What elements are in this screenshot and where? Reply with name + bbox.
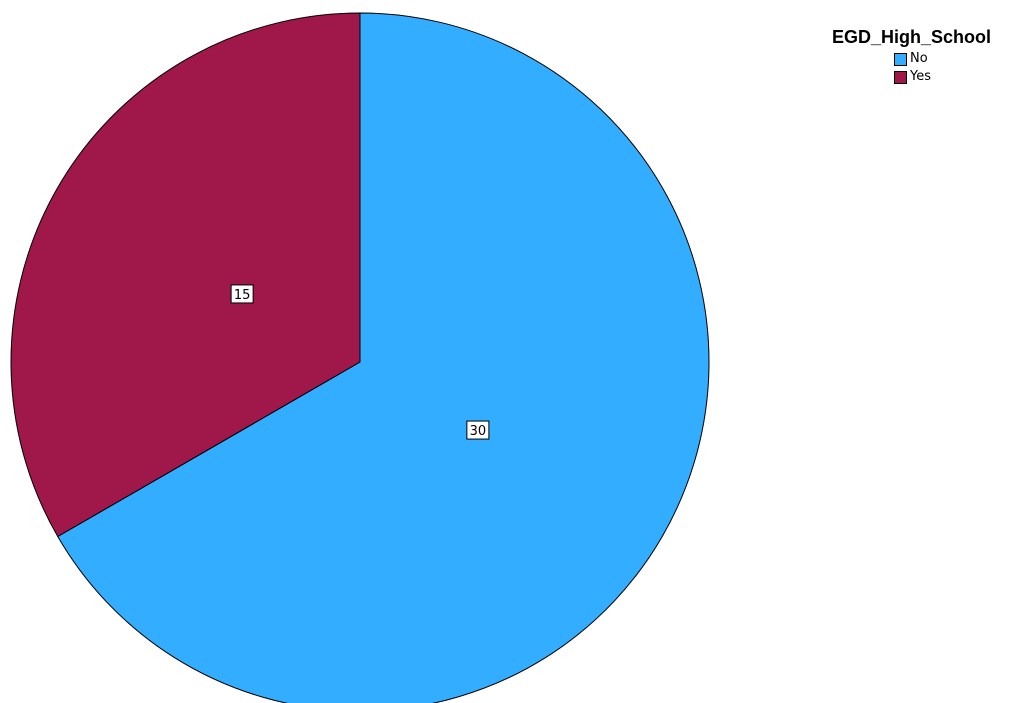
data-label-text-no: 30 — [470, 424, 487, 439]
data-label-no: 30 — [466, 420, 490, 440]
legend-item-yes: Yes — [894, 68, 991, 86]
legend-swatch-yes — [894, 70, 907, 84]
data-label-text-yes: 15 — [234, 288, 251, 303]
legend-item-no: No — [894, 50, 991, 68]
pie-slice-yes — [10, 12, 361, 538]
legend-swatch-no — [894, 52, 907, 66]
pie-slices — [10, 12, 710, 703]
pie-slice-no — [57, 12, 710, 703]
legend: EGD_High_School No Yes — [832, 26, 991, 86]
data-label-box-yes — [230, 284, 254, 304]
data-label-box-no — [466, 420, 490, 440]
pie-data-labels: 30 15 — [230, 284, 490, 440]
legend-label-no: No — [910, 51, 928, 66]
legend-label-yes: Yes — [910, 69, 931, 84]
data-label-yes: 15 — [230, 284, 254, 304]
legend-title: EGD_High_School — [832, 27, 992, 47]
legend-items: No Yes — [894, 50, 991, 86]
